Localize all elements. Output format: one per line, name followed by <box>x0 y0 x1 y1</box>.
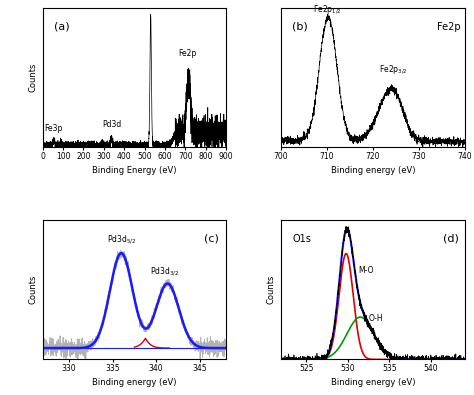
Text: M-O: M-O <box>358 265 374 275</box>
Text: (d): (d) <box>443 234 458 244</box>
Text: (c): (c) <box>204 234 219 244</box>
Text: Fe2p: Fe2p <box>178 49 197 58</box>
Text: Pd3d: Pd3d <box>102 120 121 129</box>
X-axis label: Binding energy (eV): Binding energy (eV) <box>330 166 415 175</box>
Text: Fe2p$_{3/2}$: Fe2p$_{3/2}$ <box>379 63 408 76</box>
Text: Pd3d$_{5/2}$: Pd3d$_{5/2}$ <box>107 233 136 246</box>
X-axis label: Binding energy (eV): Binding energy (eV) <box>92 378 177 387</box>
Text: (b): (b) <box>292 22 308 32</box>
Text: O1s: O1s <box>292 234 311 244</box>
X-axis label: Binding energy (eV): Binding energy (eV) <box>330 378 415 387</box>
Text: Fe2p$_{1/2}$: Fe2p$_{1/2}$ <box>312 3 341 16</box>
X-axis label: Binding Energy (eV): Binding Energy (eV) <box>92 166 177 175</box>
Y-axis label: Counts: Counts <box>266 275 275 305</box>
Text: O-H: O-H <box>369 314 383 324</box>
Text: (a): (a) <box>54 22 69 32</box>
Y-axis label: Counts: Counts <box>28 275 37 305</box>
Text: Fe3p: Fe3p <box>44 124 63 134</box>
Y-axis label: Counts: Counts <box>28 63 37 92</box>
Text: Fe2p: Fe2p <box>437 22 461 32</box>
Text: Pd3d$_{3/2}$: Pd3d$_{3/2}$ <box>150 265 180 278</box>
